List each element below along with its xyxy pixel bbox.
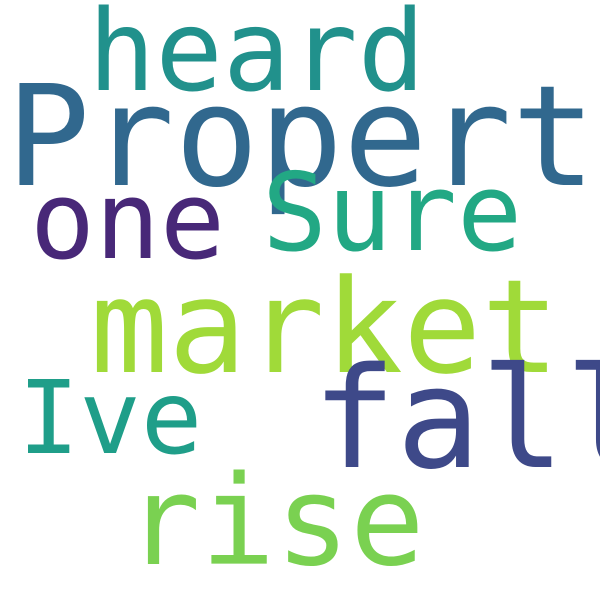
word-fall: fall xyxy=(312,338,600,501)
word-sure: Sure xyxy=(262,151,523,276)
word-rise: rise xyxy=(126,450,425,594)
word-one: one xyxy=(30,159,226,284)
word-ive: Ive xyxy=(18,359,203,478)
word-property: Property xyxy=(6,56,600,219)
word-heard: heard xyxy=(88,0,426,117)
word-market: market xyxy=(90,251,560,403)
